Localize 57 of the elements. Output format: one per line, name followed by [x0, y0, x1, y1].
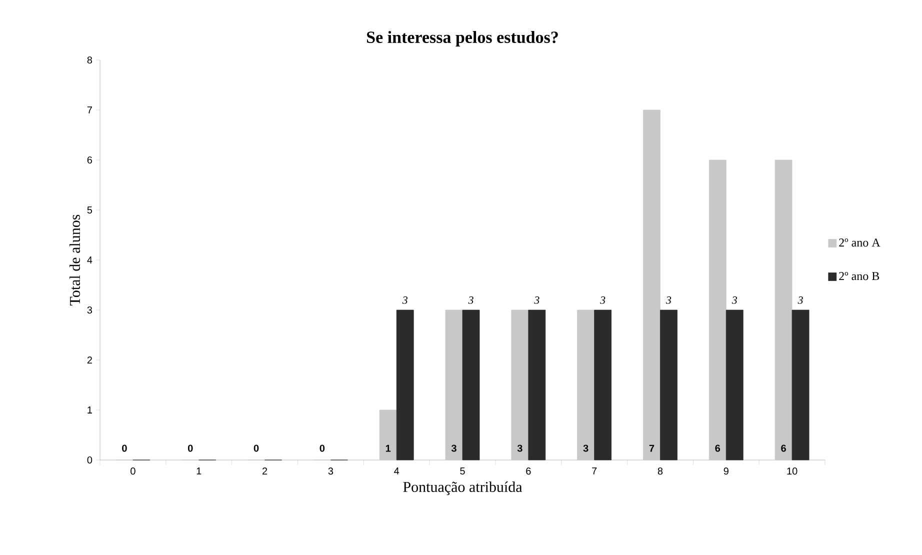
data-label: 7 [649, 444, 654, 452]
x-tick-label: 2 [262, 468, 268, 475]
x-tick-label: 0 [130, 468, 136, 475]
data-label: 0 [254, 444, 259, 452]
data-label: 3 [583, 444, 588, 452]
bar [528, 310, 546, 460]
bar [445, 310, 463, 460]
y-tick-label: 2 [87, 356, 92, 364]
chart-title: Se interessa pelos estudos? [366, 31, 558, 46]
y-tick-label: 3 [87, 306, 92, 314]
data-label: 3 [534, 296, 540, 304]
bar [594, 310, 612, 460]
x-axis-title: Pontuação atribuída [403, 481, 522, 496]
legend-label: 2º ano A [839, 238, 880, 247]
data-label: 3 [517, 444, 522, 452]
y-tick-label: 5 [87, 206, 92, 214]
x-tick-label: 6 [526, 468, 531, 475]
y-axis-title: Total de alunos [69, 214, 80, 306]
bar [660, 310, 678, 460]
x-tick-label: 9 [724, 468, 728, 475]
bar [379, 410, 397, 460]
bar [462, 310, 480, 460]
y-tick-label: 0 [87, 456, 92, 464]
x-tick-label: 10 [787, 468, 798, 475]
bar [577, 310, 595, 460]
y-tick-label: 6 [87, 156, 92, 164]
data-label: 3 [402, 296, 408, 304]
data-label: 3 [732, 296, 738, 304]
x-tick-label: 3 [328, 468, 334, 475]
bar [726, 310, 744, 460]
data-label: 3 [451, 444, 456, 452]
y-tick-label: 1 [88, 406, 92, 414]
data-label: 3 [666, 296, 672, 304]
x-tick-label: 4 [394, 468, 400, 474]
data-label: 3 [600, 296, 606, 304]
x-tick-label: 8 [658, 468, 663, 475]
data-label: 3 [798, 296, 803, 304]
data-label: 6 [715, 444, 720, 452]
x-tick-label: 5 [460, 468, 465, 475]
y-tick-label: 7 [87, 106, 92, 114]
bar [774, 160, 792, 460]
bar [708, 160, 726, 460]
data-label: 0 [320, 444, 325, 452]
legend-label: 2º ano B [839, 272, 880, 280]
y-tick-label: 8 [87, 56, 92, 64]
data-label: 6 [781, 444, 786, 452]
bar [643, 110, 660, 460]
x-tick-label: 7 [592, 468, 597, 474]
bar [792, 310, 810, 460]
data-label: 1 [386, 444, 391, 452]
x-tick-label: 1 [196, 468, 202, 474]
data-label: 0 [122, 444, 127, 452]
bar [396, 310, 414, 460]
data-label: 3 [468, 296, 474, 304]
y-tick-label: 4 [87, 256, 92, 264]
bar [511, 310, 529, 460]
data-label: 0 [188, 444, 193, 452]
